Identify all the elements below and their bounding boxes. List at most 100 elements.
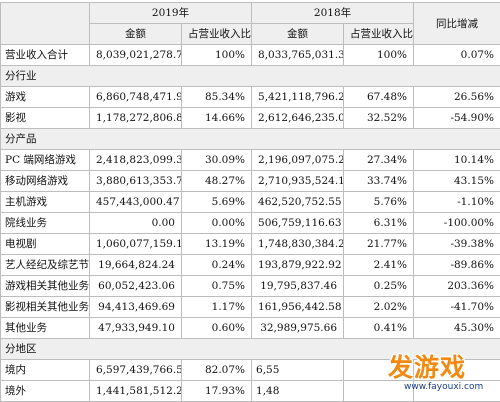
- row-label: 移动网络游戏: [0, 170, 90, 192]
- watermark-logo: 发游戏 www.fayouxi.com: [384, 348, 492, 396]
- amount-2019: 1,060,077,159.13: [89, 233, 182, 255]
- amount-2018: 506,759,116.63: [251, 212, 345, 234]
- yoy-change: 43.15%: [413, 170, 500, 192]
- yoy-change: -1.10%: [413, 191, 500, 213]
- amount-2019: 6,860,748,471.91: [89, 86, 182, 108]
- header-amount-2019: 金额: [89, 23, 182, 45]
- amount-2018: 2,710,935,524.15: [251, 170, 345, 192]
- amount-2019: 2,418,823,099.35: [89, 149, 182, 171]
- product-row: 影视相关其他业务 94,413,469.69 1.17% 161,956,442…: [0, 296, 500, 318]
- section-row: 分产品: [0, 128, 500, 150]
- header-share-2018: 占营业收入比重: [343, 23, 415, 45]
- share-2019: 0.75%: [180, 275, 253, 297]
- amount-2018: 2,196,097,075.20: [251, 149, 345, 171]
- share-2018: 6.31%: [343, 212, 415, 234]
- share-2018: 100%: [343, 44, 415, 66]
- region-row: 境内 6,597,439,766.51 82.07% 6,55: [0, 359, 500, 381]
- row-label: 院线业务: [0, 212, 90, 234]
- header-amount-2018: 金额: [251, 23, 345, 45]
- industry-row: 游戏 6,860,748,471.91 85.34% 5,421,118,796…: [0, 86, 500, 108]
- row-label: 境外: [0, 380, 90, 402]
- amount-2019: 19,664,824.24: [89, 254, 182, 276]
- row-label: 影视: [0, 107, 90, 129]
- row-label: 主机游戏: [0, 191, 90, 213]
- product-row: 主机游戏 457,443,000.47 5.69% 462,520,752.55…: [0, 191, 500, 213]
- amount-2019: 457,443,000.47: [89, 191, 182, 213]
- share-2019: 82.07%: [180, 359, 253, 381]
- row-label: 游戏: [0, 86, 90, 108]
- product-row: 其他业务 47,933,949.10 0.60% 32,989,975.66 0…: [0, 317, 500, 339]
- header-row-metrics: 金额 占营业收入比重 金额 占营业收入比重: [1, 23, 500, 45]
- watermark-brand: 发游戏: [388, 353, 467, 382]
- share-2018: 32.52%: [343, 107, 415, 129]
- amount-2018: 1,48: [251, 380, 345, 402]
- share-2018: 0.41%: [343, 317, 415, 339]
- yoy-change: 0.07%: [413, 44, 500, 66]
- amount-2019: 47,933,949.10: [89, 317, 182, 339]
- amount-2018: 2,612,646,235.08: [251, 107, 345, 129]
- amount-2018: 462,520,752.55: [251, 191, 345, 213]
- amount-2018: 6,55: [251, 359, 345, 381]
- product-row: 院线业务 0.00 0.00% 506,759,116.63 6.31% -10…: [0, 212, 500, 234]
- share-2018: 67.48%: [343, 86, 415, 108]
- share-2019: 48.27%: [180, 170, 253, 192]
- share-2019: 0.24%: [180, 254, 253, 276]
- section-title-product: 分产品: [0, 128, 500, 150]
- share-2018: 2.02%: [343, 296, 415, 318]
- amount-2019: 94,413,469.69: [89, 296, 182, 318]
- region-row: 境外 1,441,581,512.26 17.93% 1,48: [0, 380, 500, 402]
- share-2019: 85.34%: [180, 86, 253, 108]
- share-2018: 21.77%: [343, 233, 415, 255]
- amount-2018: 8,033,765,031.35: [251, 44, 345, 66]
- product-row: PC 端网络游戏 2,418,823,099.35 30.09% 2,196,0…: [0, 149, 500, 171]
- share-2018: 27.34%: [343, 149, 415, 171]
- share-2018: 33.74%: [343, 170, 415, 192]
- watermark-url: www.fayouxi.com: [404, 382, 484, 392]
- amount-2019: 6,597,439,766.51: [89, 359, 182, 381]
- product-row: 艺人经纪及综艺节目 19,664,824.24 0.24% 193,879,92…: [0, 254, 500, 276]
- header-blank: [0, 2, 90, 45]
- share-2018: 2.41%: [343, 254, 415, 276]
- total-row: 营业收入合计 8,039,021,278.77 100% 8,033,765,0…: [0, 44, 500, 66]
- share-2018: [343, 380, 415, 402]
- amount-2018: 19,795,837.46: [251, 275, 345, 297]
- yoy-change: 26.56%: [413, 86, 500, 108]
- amount-2019: 1,178,272,806.86: [89, 107, 182, 129]
- row-label: 电视剧: [0, 233, 90, 255]
- yoy-change: -39.38%: [413, 233, 500, 255]
- header-2018: 2018年: [251, 2, 415, 24]
- share-2019: 1.17%: [180, 296, 253, 318]
- section-row: 分地区: [0, 338, 500, 360]
- row-label: 境内: [0, 359, 90, 381]
- amount-2019: 60,052,423.06: [89, 275, 182, 297]
- section-title-industry: 分行业: [0, 65, 500, 87]
- header-row-years: 2019年 2018年 同比增减: [0, 2, 500, 45]
- yoy-change: -41.70%: [413, 296, 500, 318]
- row-label: 艺人经纪及综艺节目: [0, 254, 90, 276]
- row-label: 影视相关其他业务: [0, 296, 90, 318]
- row-label: PC 端网络游戏: [0, 149, 90, 171]
- share-2018: 5.76%: [343, 191, 415, 213]
- share-2019: 14.66%: [180, 107, 253, 129]
- amount-2018: 1,748,830,384.20: [251, 233, 345, 255]
- amount-2018: 32,989,975.66: [251, 317, 345, 339]
- amount-2018: 193,879,922.92: [251, 254, 345, 276]
- share-2019: 100%: [180, 44, 253, 66]
- share-2019: 5.69%: [180, 191, 253, 213]
- header-share-2019: 占营业收入比重: [180, 23, 253, 45]
- amount-2019: 3,880,613,353.73: [89, 170, 182, 192]
- yoy-change: -54.90%: [413, 107, 500, 129]
- yoy-change: 45.30%: [413, 317, 500, 339]
- share-2019: 0.60%: [180, 317, 253, 339]
- yoy-change: -100.00%: [413, 212, 500, 234]
- share-2019: 17.93%: [180, 380, 253, 402]
- section-title-region: 分地区: [0, 338, 500, 360]
- yoy-change: -89.86%: [413, 254, 500, 276]
- product-row: 移动网络游戏 3,880,613,353.73 48.27% 2,710,935…: [0, 170, 500, 192]
- row-label: 营业收入合计: [0, 44, 90, 66]
- industry-row: 影视 1,178,272,806.86 14.66% 2,612,646,235…: [0, 107, 500, 129]
- share-2019: 0.00%: [180, 212, 253, 234]
- header-2019: 2019年: [88, 2, 253, 24]
- amount-2019: 8,039,021,278.77: [89, 44, 182, 66]
